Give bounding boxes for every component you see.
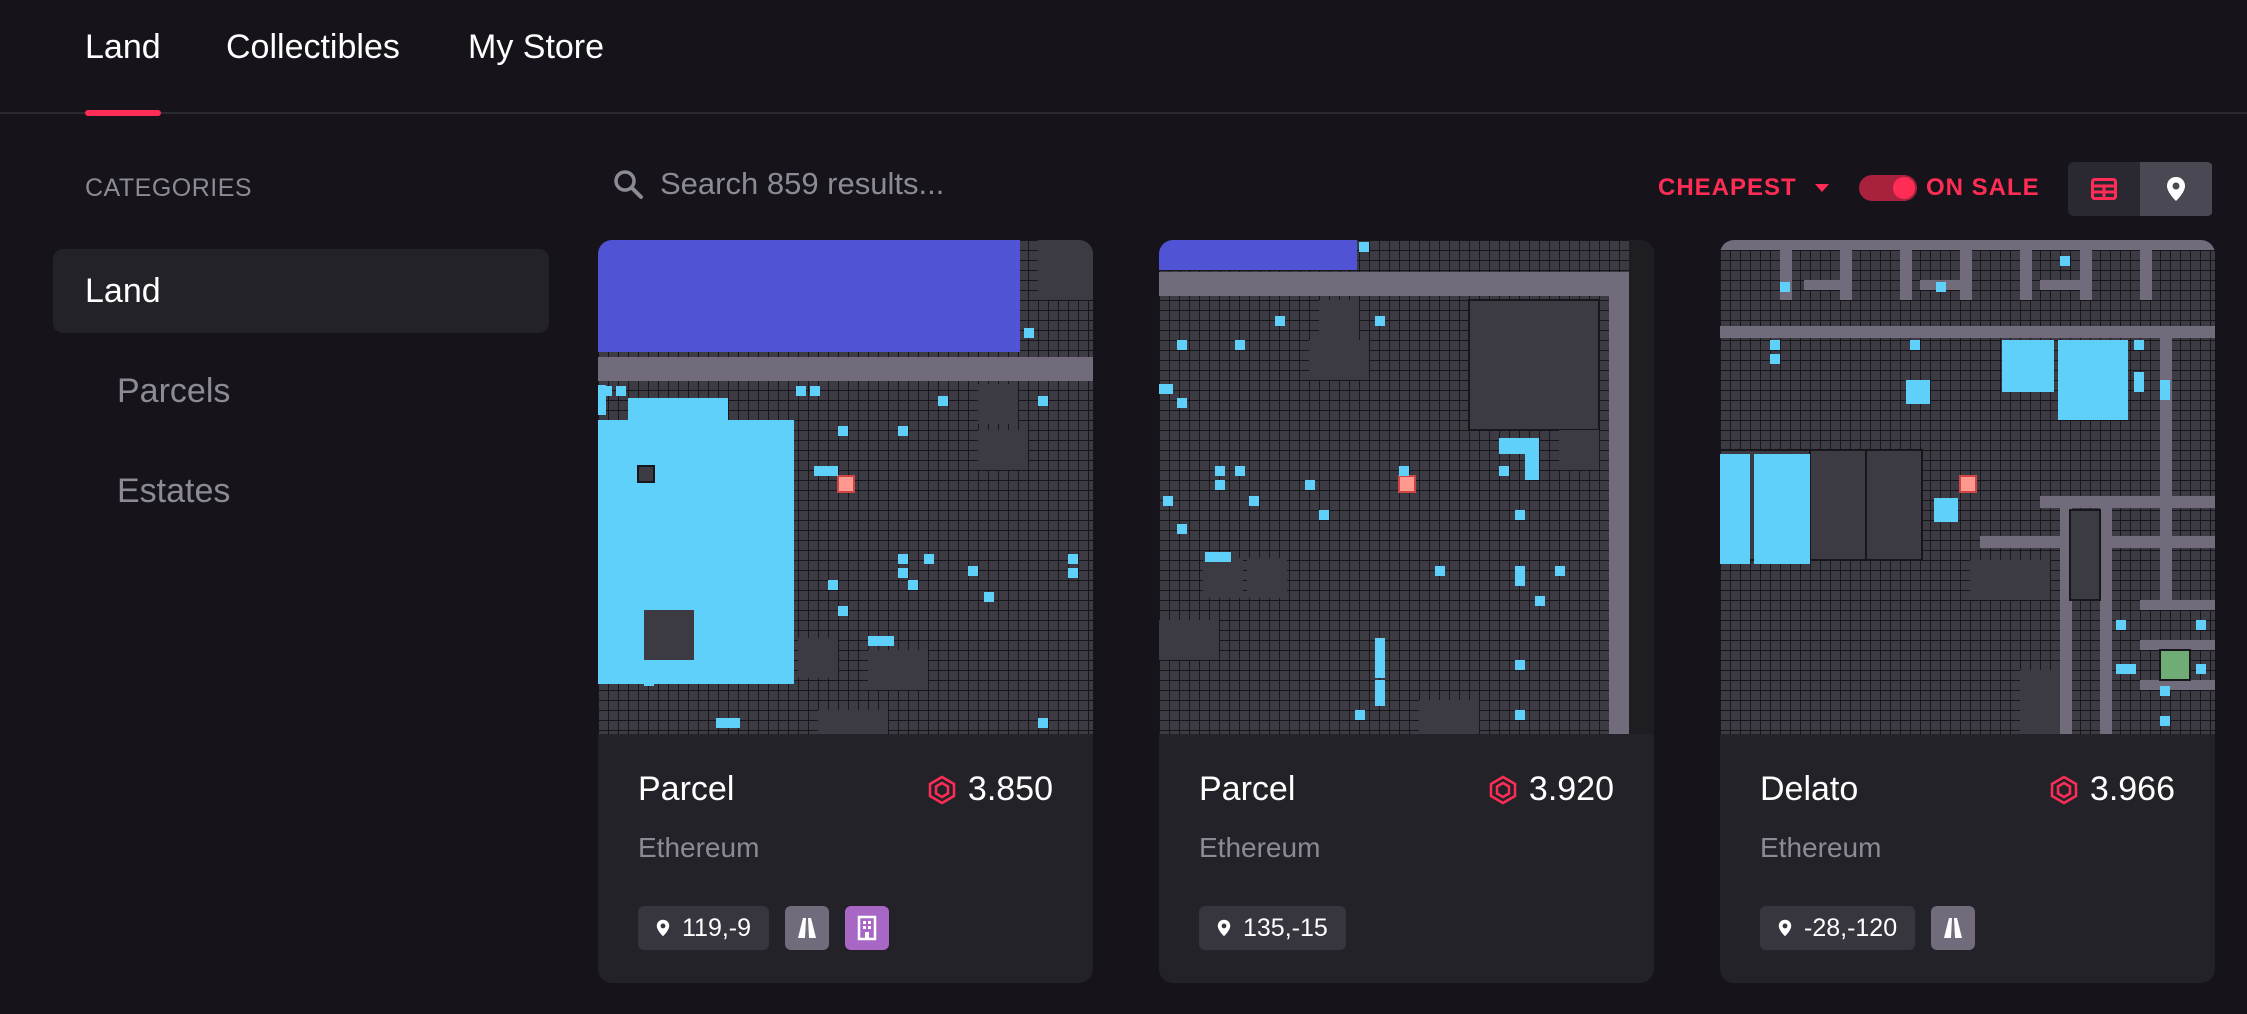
- card-network: Ethereum: [1760, 832, 1882, 863]
- tab-land[interactable]: Land: [85, 28, 161, 116]
- land-card[interactable]: Delato 3.966 Ethereum -28,-120: [1720, 240, 2215, 983]
- sort-dropdown[interactable]: CHEAPEST: [1658, 174, 1829, 202]
- card-badges: 135,-15: [1199, 906, 1346, 950]
- card-badges: 119,-9: [638, 906, 890, 950]
- on-sale-label: ON SALE: [1926, 174, 2040, 201]
- mana-icon: [928, 775, 956, 804]
- road-icon: [798, 918, 817, 938]
- location-pin-icon: [2167, 177, 2185, 201]
- sidebar-item-label: Land: [85, 271, 161, 310]
- tab-collectibles[interactable]: Collectibles: [226, 28, 400, 66]
- sidebar-item-land[interactable]: Land: [53, 249, 549, 333]
- table-icon: [2091, 178, 2117, 200]
- search-input[interactable]: [660, 160, 1560, 208]
- price-value: 3.850: [967, 770, 1053, 808]
- view-switch: [2068, 162, 2213, 216]
- categories-heading: CATEGORIES: [85, 174, 253, 202]
- top-navigation: Land Collectibles My Store: [0, 0, 2247, 116]
- card-price: 3.850: [928, 770, 1053, 809]
- location-pin-icon: [1217, 919, 1231, 937]
- price-value: 3.966: [2089, 770, 2175, 808]
- mana-icon: [2050, 775, 2078, 804]
- coordinates-value: -28,-120: [1804, 913, 1898, 942]
- parcel-map-image: [1720, 240, 2215, 734]
- card-price: 3.966: [2050, 770, 2175, 809]
- card-price: 3.920: [1489, 770, 1614, 809]
- mana-icon: [1489, 775, 1517, 804]
- grid-view-button[interactable]: [2068, 162, 2140, 216]
- card-title: Parcel: [638, 770, 735, 808]
- card-title: Delato: [1760, 770, 1859, 808]
- land-card[interactable]: Parcel 3.850 Ethereum 119,-9: [598, 240, 1093, 983]
- card-network: Ethereum: [638, 832, 760, 863]
- location-pin-icon: [656, 919, 670, 937]
- card-badges: -28,-120: [1760, 906, 1976, 950]
- sort-label: CHEAPEST: [1658, 174, 1797, 201]
- coordinates-value: 119,-9: [682, 913, 752, 942]
- search-icon: [614, 170, 643, 199]
- location-pin-icon: [1778, 919, 1792, 937]
- sidebar-item-label: Parcels: [117, 371, 231, 410]
- parcel-map-image: [1159, 240, 1654, 734]
- building-icon: [857, 915, 877, 941]
- plaza-proximity-badge: [845, 906, 890, 950]
- road-proximity-badge: [785, 906, 830, 950]
- coordinates-badge: 135,-15: [1199, 906, 1346, 950]
- toggle-knob: [1893, 177, 1915, 199]
- road-proximity-badge: [1931, 906, 1976, 950]
- coordinates-value: 135,-15: [1243, 913, 1328, 942]
- road-icon: [1944, 918, 1963, 938]
- on-sale-toggle[interactable]: [1859, 175, 1917, 201]
- caret-down-icon: [1814, 184, 1829, 192]
- card-title: Parcel: [1199, 770, 1296, 808]
- tab-my-store[interactable]: My Store: [468, 28, 605, 66]
- coordinates-badge: 119,-9: [638, 906, 770, 950]
- sidebar-item-label: Estates: [117, 471, 231, 510]
- card-network: Ethereum: [1199, 832, 1321, 863]
- price-value: 3.920: [1528, 770, 1614, 808]
- parcel-map-image: [598, 240, 1093, 734]
- sidebar-item-parcels[interactable]: Parcels: [53, 349, 549, 433]
- sidebar-item-estates[interactable]: Estates: [53, 449, 549, 533]
- coordinates-badge: -28,-120: [1760, 906, 1916, 950]
- map-view-button[interactable]: [2140, 162, 2212, 216]
- land-card[interactable]: Parcel 3.920 Ethereum 135,-15: [1159, 240, 1654, 983]
